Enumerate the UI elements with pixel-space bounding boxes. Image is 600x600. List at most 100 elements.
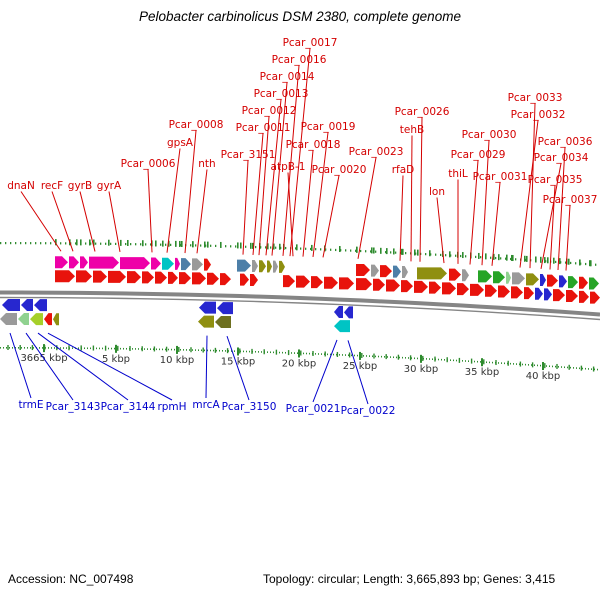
scale-label: 10 kbp — [160, 355, 194, 366]
gene-label-top: Pcar_0018 — [286, 139, 341, 151]
scale-major-tick — [481, 358, 483, 367]
scale-dot — [489, 361, 490, 364]
scale-minor-tick — [129, 346, 131, 352]
scale-dot — [270, 351, 271, 354]
tick-dot — [465, 255, 467, 258]
gene-label-top: Pcar_0034 — [534, 152, 589, 164]
gene-start-tick — [220, 241, 222, 248]
gene-arrow — [540, 274, 546, 287]
scale-dot — [168, 348, 169, 351]
tick-dot — [255, 245, 257, 249]
scale-dot — [297, 352, 298, 354]
leader-line-top — [289, 48, 311, 257]
gene-arrow — [401, 280, 413, 293]
gene-label-top: Pcar_0029 — [451, 149, 506, 161]
scale-dot — [456, 359, 457, 362]
scale-minor-tick — [141, 346, 143, 352]
scale-dot — [321, 353, 322, 355]
tick-dot — [435, 253, 437, 256]
tick-dot — [310, 247, 312, 251]
scale-dot — [198, 349, 199, 351]
scale-dot — [462, 360, 463, 362]
page-title: Pelobacter carbinolicus DSM 2380, comple… — [139, 9, 461, 24]
tick-dot — [425, 253, 427, 256]
scale-dot — [51, 347, 52, 349]
scale-minor-tick — [312, 350, 314, 356]
leader-line-top — [481, 140, 490, 266]
scale-dot — [189, 349, 190, 351]
gene-arrow — [199, 301, 216, 314]
gene-start-tick — [108, 239, 110, 246]
gene-start-tick — [267, 243, 269, 250]
scale-minor-tick — [531, 362, 534, 368]
scale-dot — [528, 364, 529, 366]
tick-dot — [440, 253, 442, 257]
scale-dot — [207, 349, 208, 352]
scale-dot — [180, 348, 181, 351]
scale-minor-tick — [226, 348, 229, 354]
scale-major-tick — [298, 349, 300, 358]
tick-dot — [365, 250, 367, 253]
gene-label-top: Pcar_0011 — [236, 122, 291, 134]
gene-arrow — [80, 256, 88, 269]
scale-dot — [339, 354, 340, 356]
gene-label-top: Pcar_0014 — [260, 71, 315, 83]
gene-arrow — [76, 270, 92, 283]
gene-start-tick — [89, 239, 91, 246]
gene-start-tick — [273, 243, 275, 250]
tick-dot — [230, 245, 232, 248]
tick-dot — [0, 242, 2, 245]
scale-dot — [126, 347, 127, 350]
scale-dot — [42, 347, 43, 349]
leader-line-bottom — [347, 340, 369, 405]
gene-arrow — [590, 291, 600, 304]
gene-arrow — [493, 271, 505, 284]
tick-dot — [480, 256, 482, 259]
gene-label-top: lon — [429, 186, 445, 198]
tick-dot — [280, 246, 282, 249]
gene-arrow — [2, 299, 20, 312]
scale-minor-tick — [568, 364, 570, 370]
tick-dot — [390, 251, 392, 254]
tick-dot — [270, 246, 272, 249]
tick-dot — [35, 242, 37, 245]
scale-dot — [441, 358, 442, 361]
gene-arrow — [179, 272, 191, 285]
leader-line-top — [436, 197, 445, 264]
tick-dot — [560, 261, 562, 264]
scale-dot — [369, 355, 370, 357]
gene-start-tick — [339, 246, 341, 253]
scale-minor-tick — [324, 351, 326, 357]
scale-dot — [15, 347, 16, 349]
scale-minor-tick — [251, 348, 253, 354]
tick-dot — [45, 242, 47, 245]
scale-dot — [555, 365, 556, 368]
scale-minor-tick — [336, 351, 339, 357]
leader-line-top — [565, 205, 571, 271]
gene-arrow — [511, 286, 523, 299]
scale-dot — [9, 347, 10, 349]
scale-minor-tick — [483, 359, 485, 365]
gene-arrow — [512, 272, 525, 285]
gene-arrow — [220, 273, 231, 286]
gene-start-tick — [175, 240, 177, 247]
scale-major-tick — [542, 362, 544, 371]
tick-dot — [195, 244, 197, 247]
scale-dot — [531, 364, 532, 366]
gene-arrow — [198, 315, 214, 328]
gene-arrow — [34, 299, 47, 312]
scale-minor-tick — [348, 352, 351, 358]
scale-dot — [408, 357, 409, 359]
gene-start-tick — [559, 258, 561, 265]
gene-label-top: Pcar_0032 — [511, 109, 566, 121]
gene-arrow — [449, 268, 461, 281]
genome-stats-text: Topology: circular; Length: 3,665,893 bp… — [263, 572, 556, 586]
gene-arrow — [192, 258, 203, 271]
gene-label-top: gyrB — [68, 180, 92, 192]
tick-dot — [245, 245, 247, 248]
gene-start-tick — [373, 247, 375, 254]
scale-label: 20 kbp — [282, 358, 316, 369]
leader-line-bottom — [25, 332, 74, 401]
gene-start-tick — [547, 257, 549, 264]
